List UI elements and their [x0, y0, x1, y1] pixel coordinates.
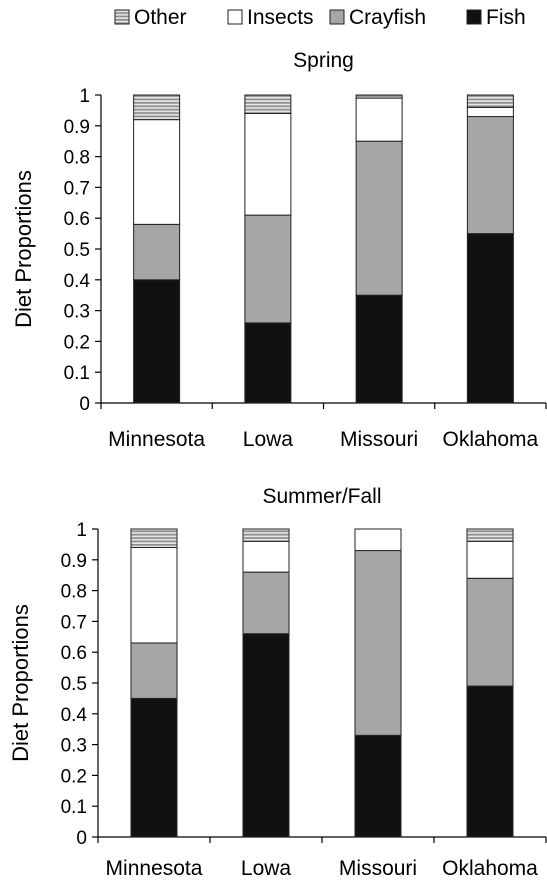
- y-tick-label-0-7: 0.7: [64, 178, 90, 199]
- bar-fish-oklahoma: [466, 233, 514, 404]
- summer-fall-chart: Summer/Fall Diet Proportions 0 0.1 0.2 0.3 0.4…: [8, 485, 547, 880]
- bar-crayfish-missouri: [355, 140, 403, 296]
- bar-other-minnesota: [130, 528, 178, 548]
- y-tick-label-0-1: 0.1: [64, 363, 90, 384]
- y-tick-label-1: 1: [76, 520, 87, 541]
- legend-swatch-insects: [227, 9, 243, 25]
- y-tick-label-0: 0: [76, 828, 87, 849]
- bar-crayfish-minnesota: [130, 642, 178, 699]
- y-tick-label-0-1: 0.1: [61, 797, 87, 818]
- bar-other-lowa: [244, 94, 292, 114]
- y-tick-label-0-2: 0.2: [61, 766, 87, 787]
- y-tick-label-0-2: 0.2: [64, 332, 90, 353]
- legend-item-other: Other: [114, 6, 187, 29]
- y-tick-label-0-4: 0.4: [61, 705, 88, 726]
- x-category-label-minnesota: Minnesota: [108, 428, 205, 451]
- bar-crayfish-missouri: [354, 550, 402, 736]
- bar-other-missouri: [355, 94, 403, 99]
- legend-item-insects: Insects: [227, 6, 314, 29]
- bar-fish-minnesota: [130, 697, 178, 838]
- bar-insects-lowa: [242, 540, 290, 573]
- bar-insects-minnesota: [130, 546, 178, 644]
- y-tick-label-0-7: 0.7: [61, 612, 87, 633]
- bar-insects-lowa: [244, 112, 292, 216]
- y-tick-label-0-5: 0.5: [64, 240, 90, 261]
- y-tick-label-1: 1: [79, 86, 90, 107]
- y-tick-label-0-5: 0.5: [61, 674, 87, 695]
- y-axis-label: Diet Proportions: [11, 170, 36, 328]
- chart-legend: Other Insects Crayfish Fish: [114, 6, 526, 29]
- y-tick-label-0: 0: [79, 394, 90, 415]
- bar-crayfish-oklahoma: [466, 116, 514, 235]
- bar-other-lowa: [242, 528, 290, 542]
- legend-swatch-other: [114, 9, 130, 25]
- bar-fish-lowa: [244, 322, 292, 404]
- x-category-label-oklahoma: Oklahoma: [443, 428, 539, 451]
- bar-other-oklahoma: [466, 94, 514, 108]
- y-tick-label-0-9: 0.9: [61, 551, 87, 572]
- spring-chart: Spring Diet Proportions 0 0.1 0.2 0.3 0.4 0.5 0.…: [11, 49, 547, 451]
- bar-other-minnesota: [133, 94, 181, 121]
- bar-crayfish-oklahoma: [466, 577, 514, 687]
- y-tick-label-0-9: 0.9: [64, 117, 90, 138]
- bar-fish-oklahoma: [466, 685, 514, 838]
- legend-label-insects: Insects: [247, 6, 314, 29]
- legend-item-crayfish: Crayfish: [329, 6, 426, 29]
- x-category-label-missouri: Missouri: [339, 857, 417, 880]
- legend-label-other: Other: [134, 6, 187, 29]
- bar-fish-lowa: [242, 633, 290, 838]
- bar-fish-missouri: [355, 294, 403, 404]
- legend-item-fish: Fish: [466, 6, 526, 29]
- bar-insects-missouri: [354, 528, 402, 552]
- x-category-label-missouri: Missouri: [340, 428, 418, 451]
- y-tick-label-0-6: 0.6: [61, 643, 87, 664]
- bar-other-oklahoma: [466, 528, 514, 542]
- y-tick-label-0-4: 0.4: [64, 271, 91, 292]
- bar-insects-minnesota: [133, 119, 181, 225]
- legend-swatch-fish: [466, 9, 482, 25]
- bar-fish-missouri: [354, 734, 402, 838]
- bar-crayfish-minnesota: [133, 223, 181, 281]
- y-tick-label-0-6: 0.6: [64, 209, 90, 230]
- legend-swatch-crayfish: [329, 9, 345, 25]
- x-category-label-oklahoma: Oklahoma: [442, 857, 538, 880]
- chart-title: Summer/Fall: [262, 485, 381, 508]
- legend-label-fish: Fish: [486, 6, 526, 29]
- bar-fish-minnesota: [133, 279, 181, 404]
- legend-label-crayfish: Crayfish: [349, 6, 426, 29]
- y-tick-label-0-3: 0.3: [61, 736, 87, 757]
- x-category-label-minnesota: Minnesota: [106, 857, 203, 880]
- y-tick-label-0-8: 0.8: [61, 582, 87, 603]
- y-axis-label: Diet Proportions: [8, 604, 33, 762]
- y-tick-label-0-8: 0.8: [64, 148, 90, 169]
- x-category-label-lowa: Lowa: [241, 857, 292, 880]
- bar-insects-missouri: [355, 97, 403, 142]
- bar-crayfish-lowa: [242, 571, 290, 635]
- x-category-label-lowa: Lowa: [243, 428, 294, 451]
- y-tick-label-0-3: 0.3: [64, 302, 90, 323]
- bar-crayfish-lowa: [244, 214, 292, 324]
- bar-insects-oklahoma: [466, 106, 514, 118]
- chart-title: Spring: [293, 49, 354, 72]
- bar-insects-oklahoma: [466, 540, 514, 579]
